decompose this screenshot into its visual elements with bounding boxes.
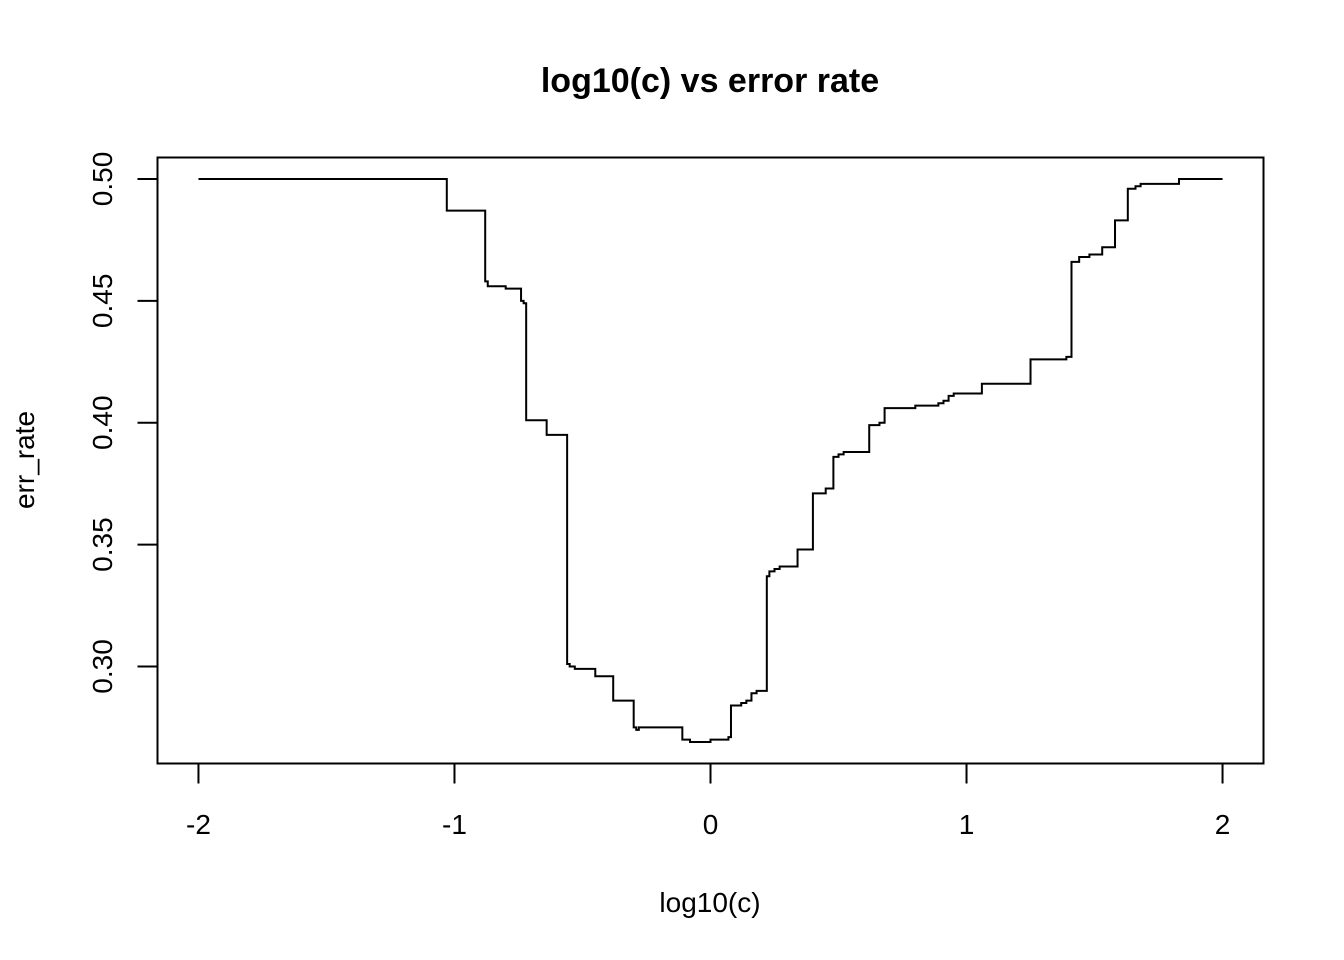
x-tick-label: 0	[703, 809, 719, 840]
x-tick-label: -2	[186, 809, 211, 840]
chart-title: log10(c) vs error rate	[541, 62, 879, 100]
y-tick-label: 0.40	[87, 395, 118, 450]
y-tick-label: 0.45	[87, 274, 118, 329]
x-tick-label: -1	[442, 809, 467, 840]
series-line-err-rate	[198, 177, 1223, 744]
y-tick-label: 0.50	[87, 152, 118, 207]
x-axis-label: log10(c)	[659, 887, 760, 918]
plot-frame	[156, 156, 1265, 765]
x-axis: -2 -1 0 1 2	[186, 762, 1231, 840]
y-axis: 0.30 0.35 0.40 0.45 0.50	[87, 152, 159, 694]
x-tick-label: 2	[1215, 809, 1231, 840]
y-tick-label: 0.30	[87, 639, 118, 694]
x-tick-label: 1	[959, 809, 975, 840]
y-tick-label: 0.35	[87, 517, 118, 572]
y-axis-label: err_rate	[9, 411, 40, 509]
